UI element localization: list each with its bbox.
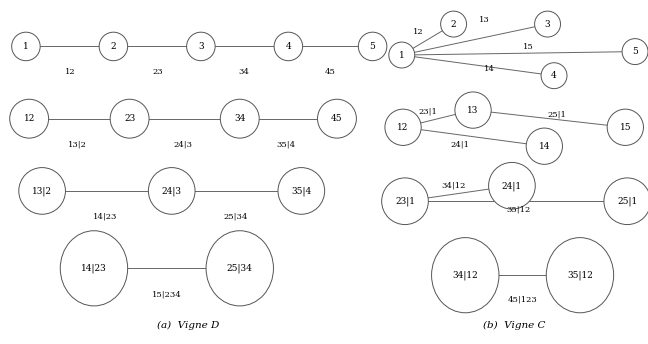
- Ellipse shape: [60, 231, 128, 306]
- Text: 45|123: 45|123: [507, 295, 537, 303]
- Text: 5: 5: [369, 42, 376, 51]
- Text: 3: 3: [198, 42, 203, 51]
- Ellipse shape: [489, 162, 535, 209]
- Text: 1: 1: [399, 51, 404, 60]
- Text: 2: 2: [111, 42, 116, 51]
- Text: 24|3: 24|3: [173, 140, 192, 149]
- Ellipse shape: [385, 109, 421, 146]
- Ellipse shape: [541, 63, 567, 89]
- Ellipse shape: [19, 168, 65, 214]
- Text: 15: 15: [523, 43, 533, 52]
- Text: 35|12: 35|12: [506, 206, 531, 214]
- Text: 12: 12: [397, 123, 409, 132]
- Ellipse shape: [382, 178, 428, 225]
- Text: 35|12: 35|12: [567, 270, 593, 280]
- Ellipse shape: [389, 42, 415, 68]
- Text: 34: 34: [234, 114, 246, 123]
- Text: 12: 12: [65, 68, 75, 76]
- Ellipse shape: [148, 168, 195, 214]
- Text: 15|234: 15|234: [152, 290, 182, 298]
- Ellipse shape: [526, 128, 562, 164]
- Text: 1: 1: [23, 42, 29, 51]
- Text: 24|1: 24|1: [450, 140, 470, 149]
- Ellipse shape: [607, 109, 643, 146]
- Text: 25|1: 25|1: [617, 196, 638, 206]
- Text: 34|12: 34|12: [452, 270, 478, 280]
- Text: 24|1: 24|1: [502, 181, 522, 191]
- Text: 12: 12: [413, 28, 423, 36]
- Ellipse shape: [604, 178, 648, 225]
- Text: 35|4: 35|4: [277, 140, 296, 149]
- Text: 3: 3: [545, 20, 550, 29]
- Text: 25|34: 25|34: [223, 213, 248, 221]
- Text: 14: 14: [538, 142, 550, 151]
- Text: 4: 4: [551, 71, 557, 80]
- Ellipse shape: [110, 99, 149, 138]
- Text: 5: 5: [632, 47, 638, 56]
- Text: 14|23: 14|23: [93, 213, 118, 221]
- Text: 25|1: 25|1: [548, 110, 567, 118]
- Ellipse shape: [206, 231, 273, 306]
- Text: 23|1: 23|1: [418, 108, 437, 116]
- Ellipse shape: [12, 32, 40, 61]
- Ellipse shape: [99, 32, 128, 61]
- Ellipse shape: [535, 11, 561, 37]
- Text: (b)  Vigne C: (b) Vigne C: [483, 320, 545, 330]
- Text: 13|2: 13|2: [32, 186, 52, 196]
- Text: 23: 23: [152, 68, 163, 76]
- Text: 13: 13: [467, 106, 479, 115]
- Text: 23|1: 23|1: [395, 196, 415, 206]
- Text: 25|34: 25|34: [227, 264, 253, 273]
- Text: 13: 13: [480, 16, 490, 24]
- Text: 35|4: 35|4: [291, 186, 312, 196]
- Text: 45: 45: [331, 114, 343, 123]
- Text: 2: 2: [451, 20, 456, 29]
- Ellipse shape: [10, 99, 49, 138]
- Ellipse shape: [220, 99, 259, 138]
- Text: 14: 14: [484, 65, 494, 74]
- Text: 14|23: 14|23: [81, 264, 107, 273]
- Text: 34|12: 34|12: [441, 181, 466, 189]
- Ellipse shape: [358, 32, 387, 61]
- Text: (a)  Vigne D: (a) Vigne D: [157, 320, 219, 330]
- Text: 34: 34: [239, 68, 249, 76]
- Ellipse shape: [622, 39, 648, 65]
- Ellipse shape: [546, 238, 614, 313]
- Ellipse shape: [278, 168, 325, 214]
- Ellipse shape: [187, 32, 215, 61]
- Text: 23: 23: [124, 114, 135, 123]
- Ellipse shape: [318, 99, 356, 138]
- Text: 45: 45: [325, 68, 336, 76]
- Ellipse shape: [274, 32, 303, 61]
- Ellipse shape: [455, 92, 491, 128]
- Text: 15: 15: [619, 123, 631, 132]
- Ellipse shape: [432, 238, 499, 313]
- Ellipse shape: [441, 11, 467, 37]
- Text: 12: 12: [23, 114, 35, 123]
- Text: 4: 4: [286, 42, 291, 51]
- Text: 13|2: 13|2: [68, 140, 87, 149]
- Text: 24|3: 24|3: [162, 186, 181, 196]
